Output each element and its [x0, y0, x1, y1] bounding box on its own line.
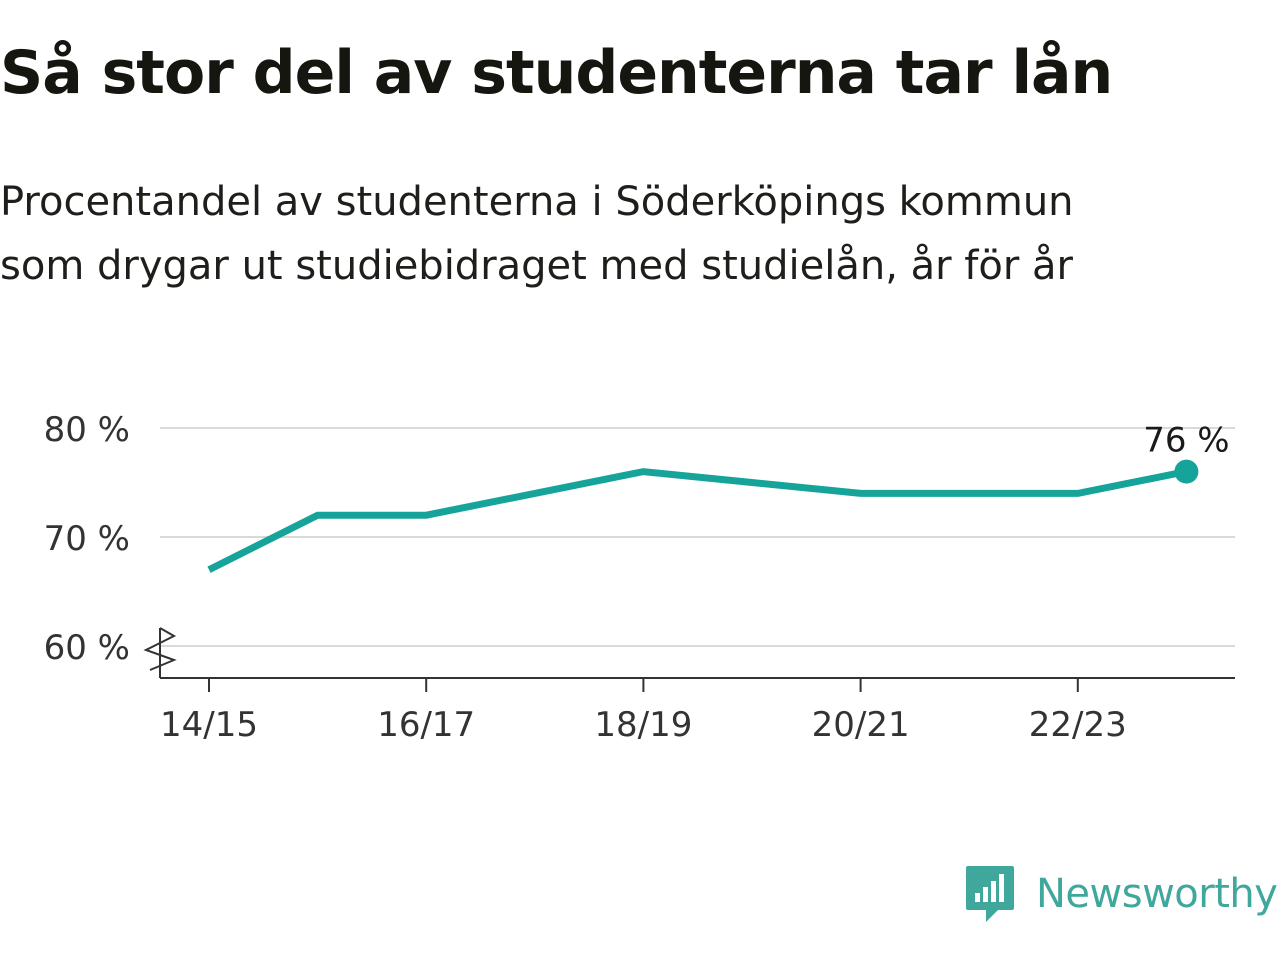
x-tick-label: 14/15	[160, 705, 258, 745]
chart-title: Så stor del av studenterna tar lån	[0, 38, 1113, 108]
end-point-label: 76 %	[1143, 421, 1229, 461]
line-chart: 60 % 70 % 80 % 14/15 16/17 18/19 20/21 22/23 76 …	[44, 410, 1235, 745]
x-tick-label: 16/17	[377, 705, 475, 745]
subtitle-line-2: som drygar ut studiebidraget med studiel…	[0, 243, 1073, 289]
newsworthy-logo: Newsworthy	[964, 864, 1278, 924]
y-tick-label: 70 %	[44, 519, 130, 559]
chart-subtitle: Procentandel av studenterna i Söderköpin…	[0, 170, 1260, 298]
x-tick-label: 18/19	[594, 705, 692, 745]
subtitle-line-1: Procentandel av studenterna i Söderköpin…	[0, 179, 1074, 225]
y-tick-label: 80 %	[44, 410, 130, 450]
newsworthy-logo-icon	[966, 866, 1014, 922]
end-point-marker	[1174, 459, 1199, 484]
y-tick-label: 60 %	[44, 628, 130, 668]
axis-break-icon	[143, 627, 177, 671]
x-tick-label: 20/21	[812, 705, 910, 745]
x-tick-label: 22/23	[1029, 705, 1127, 745]
series-line	[207, 468, 1188, 573]
brand-name: Newsworthy	[1036, 871, 1278, 917]
